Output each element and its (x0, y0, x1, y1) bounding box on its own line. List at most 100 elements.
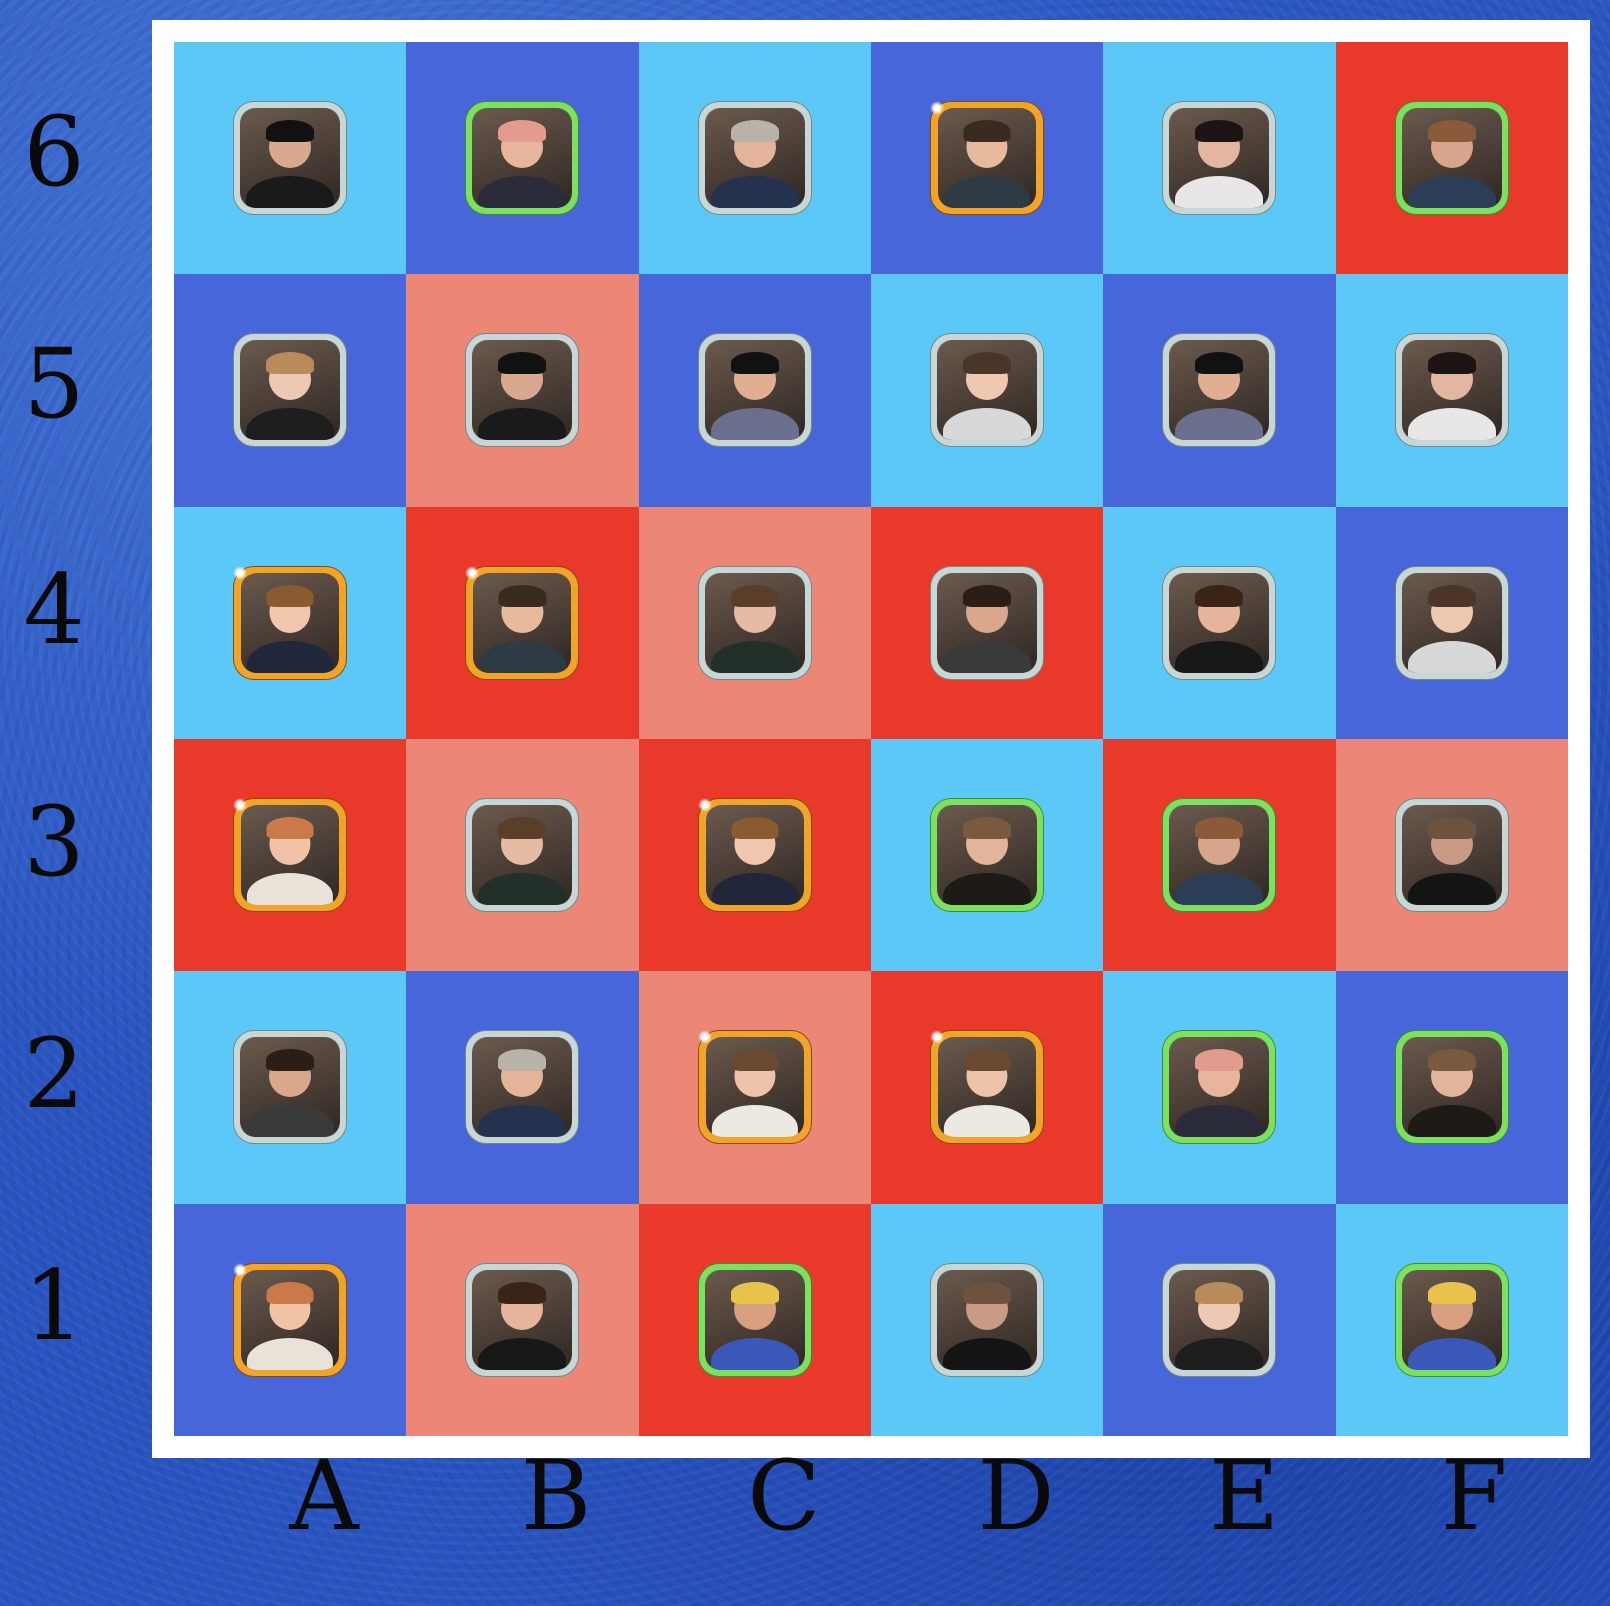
square-d4[interactable] (870, 506, 1104, 739)
sparkle-icon (697, 1030, 712, 1045)
piece-c4[interactable] (698, 566, 811, 679)
shaggy-hair-man-portrait-icon (1401, 1037, 1502, 1138)
square-e4[interactable] (1103, 506, 1336, 739)
piece-b1[interactable] (466, 1263, 579, 1376)
hair-shape (1427, 817, 1476, 840)
piece-f1[interactable] (1395, 1263, 1508, 1376)
piece-a3[interactable] (233, 798, 347, 912)
piece-e3[interactable] (1163, 799, 1276, 912)
hair-shape (730, 352, 779, 375)
square-e5[interactable] (1103, 274, 1336, 507)
piece-f5[interactable] (1395, 334, 1508, 447)
hair-shape (498, 584, 546, 607)
square-d1[interactable] (870, 1203, 1104, 1436)
piece-f6[interactable] (1395, 102, 1508, 215)
square-b3[interactable] (406, 738, 639, 972)
piece-a4[interactable] (233, 565, 347, 679)
piece-d6[interactable] (930, 101, 1044, 215)
smiling-boy-portrait-icon (705, 805, 804, 906)
rank-label-5: 5 (23, 328, 85, 440)
piece-f2[interactable] (1395, 1031, 1508, 1144)
piece-e2[interactable] (1163, 1031, 1276, 1144)
square-a4[interactable] (174, 506, 407, 739)
piece-f4[interactable] (1395, 566, 1508, 679)
square-b6[interactable] (406, 42, 639, 275)
hair-shape (1427, 1281, 1476, 1304)
square-a3[interactable] (174, 738, 407, 972)
mirror-selfie-woman-portrait-icon (1401, 108, 1502, 209)
piece-b3[interactable] (466, 799, 579, 912)
square-b5[interactable] (406, 274, 639, 507)
piece-d4[interactable] (931, 566, 1044, 679)
piece-e6[interactable] (1163, 102, 1276, 215)
hair-shape (1195, 584, 1244, 607)
square-d5[interactable] (870, 274, 1104, 507)
square-e1[interactable] (1103, 1203, 1336, 1436)
piece-d3[interactable] (931, 799, 1044, 912)
square-f1[interactable] (1335, 1203, 1568, 1436)
hair-shape (266, 352, 315, 375)
rank-label-2: 2 (23, 1018, 85, 1130)
square-d2[interactable] (870, 971, 1104, 1204)
square-d3[interactable] (870, 738, 1104, 972)
hair-shape (1195, 1281, 1244, 1304)
sparkle-icon (465, 565, 480, 580)
square-a5[interactable] (174, 274, 407, 507)
square-c5[interactable] (638, 274, 871, 507)
square-c6[interactable] (638, 42, 871, 275)
glasses-boy-portrait-icon (938, 108, 1037, 209)
long-hair-woman-portrait-icon (1169, 572, 1270, 673)
piece-e4[interactable] (1163, 566, 1276, 679)
shaggy-hair-man-portrait-icon (937, 805, 1038, 906)
square-a6[interactable] (174, 42, 407, 275)
file-label-b: B (520, 1440, 592, 1552)
square-c4[interactable] (638, 506, 871, 739)
square-c3[interactable] (638, 738, 871, 972)
piece-a5[interactable] (234, 334, 347, 447)
square-a1[interactable] (174, 1203, 407, 1436)
square-f5[interactable] (1335, 274, 1568, 507)
beanie-man-portrait-icon (240, 108, 341, 209)
square-b1[interactable] (406, 1203, 639, 1436)
hair-shape (1195, 352, 1244, 375)
square-f3[interactable] (1335, 738, 1568, 972)
piece-c5[interactable] (698, 334, 811, 447)
piece-e1[interactable] (1163, 1263, 1276, 1376)
square-a2[interactable] (174, 971, 407, 1204)
square-c2[interactable] (638, 971, 871, 1204)
square-f6[interactable] (1335, 42, 1568, 275)
hair-shape (963, 352, 1012, 375)
piece-e5[interactable] (1163, 334, 1276, 447)
pink-hair-woman-portrait-icon (472, 108, 573, 209)
piece-a6[interactable] (234, 102, 347, 215)
square-b4[interactable] (406, 506, 639, 739)
piece-a1[interactable] (233, 1262, 347, 1376)
piece-b5[interactable] (466, 334, 579, 447)
sunglasses-man-portrait-icon (704, 340, 805, 441)
hair-shape (731, 1049, 779, 1072)
square-e2[interactable] (1103, 971, 1336, 1204)
piece-a2[interactable] (234, 1031, 347, 1144)
rank-label-3: 3 (23, 786, 85, 898)
piece-f3[interactable] (1395, 799, 1508, 912)
piece-d2[interactable] (930, 1030, 1044, 1144)
square-b2[interactable] (406, 971, 639, 1204)
square-c1[interactable] (638, 1203, 871, 1436)
piece-c2[interactable] (697, 1030, 811, 1144)
square-d6[interactable] (870, 42, 1104, 275)
piece-d1[interactable] (931, 1263, 1044, 1376)
sparkle-icon (930, 101, 945, 116)
piece-c1[interactable] (698, 1263, 811, 1376)
square-e3[interactable] (1103, 738, 1336, 972)
piece-b6[interactable] (466, 102, 579, 215)
piece-d5[interactable] (931, 334, 1044, 447)
piece-b4[interactable] (465, 565, 579, 679)
hair-shape (266, 817, 314, 840)
piece-b2[interactable] (466, 1031, 579, 1144)
hair-shape (730, 1281, 779, 1304)
piece-c6[interactable] (698, 102, 811, 215)
square-f2[interactable] (1335, 971, 1568, 1204)
square-f4[interactable] (1335, 506, 1568, 739)
piece-c3[interactable] (697, 798, 811, 912)
square-e6[interactable] (1103, 42, 1336, 275)
